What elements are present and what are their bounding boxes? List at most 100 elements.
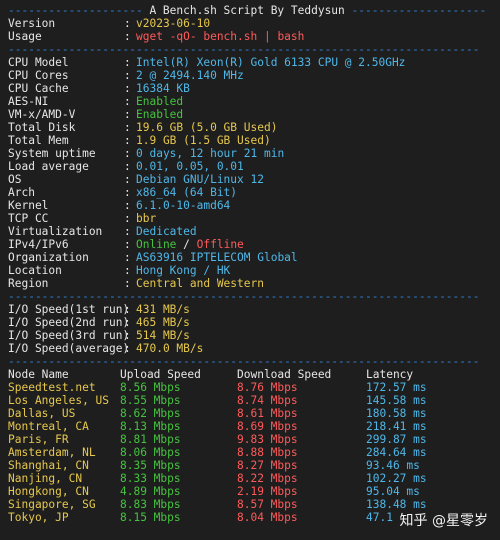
script-title: A Bench.sh Script By Teddysun bbox=[149, 4, 345, 17]
node-name: Singapore, SG bbox=[8, 498, 96, 511]
system-value: Dedicated bbox=[136, 225, 197, 238]
latency: 145.58 ms bbox=[366, 394, 427, 407]
ipv-offline: Offline bbox=[196, 238, 244, 251]
ipv-label: IPv4/IPv6 bbox=[8, 238, 69, 251]
latency: 284.64 ms bbox=[366, 446, 427, 459]
speed-row: Singapore, SG 8.83 Mbps 8.57 Mbps 138.48 ms bbox=[8, 498, 492, 511]
download-speed: 8.88 Mbps bbox=[237, 446, 298, 459]
io-value: 465 MB/s bbox=[136, 316, 190, 329]
system-label: Arch bbox=[8, 186, 35, 199]
upload-speed: 8.15 Mbps bbox=[120, 511, 181, 524]
location-label: Location bbox=[8, 264, 62, 277]
speed-row: Shanghai, CN 8.35 Mbps 8.27 Mbps 93.46 ms bbox=[8, 459, 492, 472]
system-value: 16384 KB bbox=[136, 82, 190, 95]
separator: ----------------------------------------… bbox=[8, 43, 480, 56]
location-row: Location: Hong Kong / HK bbox=[8, 264, 231, 277]
system-value: 6.1.0-10-amd64 bbox=[136, 199, 231, 212]
latency: 138.48 ms bbox=[366, 498, 427, 511]
speed-row: Montreal, CA 8.13 Mbps 8.69 Mbps 218.41 ms bbox=[8, 420, 492, 433]
speed-row: Los Angeles, US 8.55 Mbps 8.74 Mbps 145.58 … bbox=[8, 394, 492, 407]
system-value: Debian GNU/Linux 12 bbox=[136, 173, 264, 186]
download-speed: 8.57 Mbps bbox=[237, 498, 298, 511]
system-row: CPU Cache:16384 KB bbox=[8, 82, 190, 95]
node-name: Dallas, US bbox=[8, 407, 76, 420]
system-row: OS: Debian GNU/Linux 12 bbox=[8, 173, 264, 186]
system-label: VM-x/AMD-V bbox=[8, 108, 76, 121]
system-label: CPU Cores bbox=[8, 69, 69, 82]
usage-value: wget -qO- bench.sh | bash bbox=[136, 30, 305, 43]
download-speed: 8.76 Mbps bbox=[237, 381, 298, 394]
header-latency: Latency bbox=[366, 368, 414, 381]
ipv-row: IPv4/IPv6: Online / Offline bbox=[8, 238, 244, 251]
system-row: Arch: x86_64 (64 Bit) bbox=[8, 186, 238, 199]
node-name: Nanjing, CN bbox=[8, 472, 83, 485]
io-label: I/O Speed(average) bbox=[8, 342, 130, 355]
version-value: v2023-06-10 bbox=[136, 17, 211, 30]
system-row: Kernel:6.1.0-10-amd64 bbox=[8, 199, 231, 212]
io-value: 514 MB/s bbox=[136, 329, 190, 342]
io-row: I/O Speed(average): 470.0 MB/s bbox=[8, 342, 204, 355]
latency: 180.58 ms bbox=[366, 407, 427, 420]
system-row: TCP CC: bbr bbox=[8, 212, 157, 225]
system-row: Virtualization: Dedicated bbox=[8, 225, 197, 238]
node-name: Montreal, CA bbox=[8, 420, 89, 433]
download-speed: 8.69 Mbps bbox=[237, 420, 298, 433]
download-speed: 8.22 Mbps bbox=[237, 472, 298, 485]
speed-row: Tokyo, JP 8.15 Mbps 8.04 Mbps 47.1 bbox=[8, 511, 492, 524]
upload-speed: 4.89 Mbps bbox=[120, 485, 181, 498]
system-label: Kernel bbox=[8, 199, 49, 212]
download-speed: 9.83 Mbps bbox=[237, 433, 298, 446]
system-label: Load average bbox=[8, 160, 89, 173]
system-value: 2 @ 2494.140 MHz bbox=[136, 69, 244, 82]
region-label: Region bbox=[8, 277, 49, 290]
system-value: x86_64 (64 Bit) bbox=[136, 186, 238, 199]
system-row: VM-x/AMD-V: Enabled bbox=[8, 108, 184, 121]
system-row: CPU Cores:2 @ 2494.140 MHz bbox=[8, 69, 244, 82]
ipv-slash: / bbox=[176, 238, 197, 251]
io-label: I/O Speed(1st run) bbox=[8, 303, 130, 316]
separator-top: -------------------- A Bench.sh Script B… bbox=[8, 4, 487, 17]
io-value: 431 MB/s bbox=[136, 303, 190, 316]
node-name: Tokyo, JP bbox=[8, 511, 69, 524]
system-label: System uptime bbox=[8, 147, 96, 160]
latency: 172.57 ms bbox=[366, 381, 427, 394]
location-value: Hong Kong / HK bbox=[136, 264, 231, 277]
upload-speed: 8.62 Mbps bbox=[120, 407, 181, 420]
ipv-online: Online bbox=[136, 238, 177, 251]
speed-row: Paris, FR 8.81 Mbps 9.83 Mbps 299.87 ms bbox=[8, 433, 492, 446]
version-row: Version: v2023-06-10 bbox=[8, 17, 211, 30]
system-value: 0 days, 12 hour 21 min bbox=[136, 147, 285, 160]
system-row: Total Mem:1.9 GB (1.5 GB Used) bbox=[8, 134, 271, 147]
system-row: System uptime:0 days, 12 hour 21 min bbox=[8, 147, 285, 160]
io-label: I/O Speed(3rd run) bbox=[8, 329, 130, 342]
system-label: AES-NI bbox=[8, 95, 49, 108]
region-value: Central and Western bbox=[136, 277, 264, 290]
system-row: Total Disk:19.6 GB (5.0 GB Used) bbox=[8, 121, 278, 134]
system-value: 19.6 GB (5.0 GB Used) bbox=[136, 121, 278, 134]
org-label: Organization bbox=[8, 251, 89, 264]
io-label: I/O Speed(2nd run) bbox=[8, 316, 130, 329]
system-row: Load average:0.01, 0.05, 0.01 bbox=[8, 160, 244, 173]
separator: ----------------------------------------… bbox=[8, 290, 480, 303]
system-label: CPU Model bbox=[8, 56, 69, 69]
io-row: I/O Speed(1st run): 431 MB/s bbox=[8, 303, 190, 316]
node-name: Los Angeles, US bbox=[8, 394, 110, 407]
version-label: Version bbox=[8, 17, 56, 30]
system-label: Virtualization bbox=[8, 225, 103, 238]
node-name: Amsterdam, NL bbox=[8, 446, 96, 459]
download-speed: 8.04 Mbps bbox=[237, 511, 298, 524]
upload-speed: 8.33 Mbps bbox=[120, 472, 181, 485]
usage-label: Usage bbox=[8, 30, 42, 43]
latency: 93.46 ms bbox=[366, 459, 420, 472]
system-label: OS bbox=[8, 173, 22, 186]
download-speed: 8.61 Mbps bbox=[237, 407, 298, 420]
header-upload-speed: Upload Speed bbox=[120, 368, 201, 381]
speed-row: Dallas, US 8.62 Mbps 8.61 Mbps 180.58 ms bbox=[8, 407, 492, 420]
usage-row: Usage: wget -qO- bench.sh | bash bbox=[8, 30, 305, 43]
node-name: Paris, FR bbox=[8, 433, 69, 446]
download-speed: 2.19 Mbps bbox=[237, 485, 298, 498]
system-value: 1.9 GB (1.5 GB Used) bbox=[136, 134, 271, 147]
io-row: I/O Speed(2nd run): 465 MB/s bbox=[8, 316, 190, 329]
latency: 47.1 bbox=[366, 511, 393, 524]
